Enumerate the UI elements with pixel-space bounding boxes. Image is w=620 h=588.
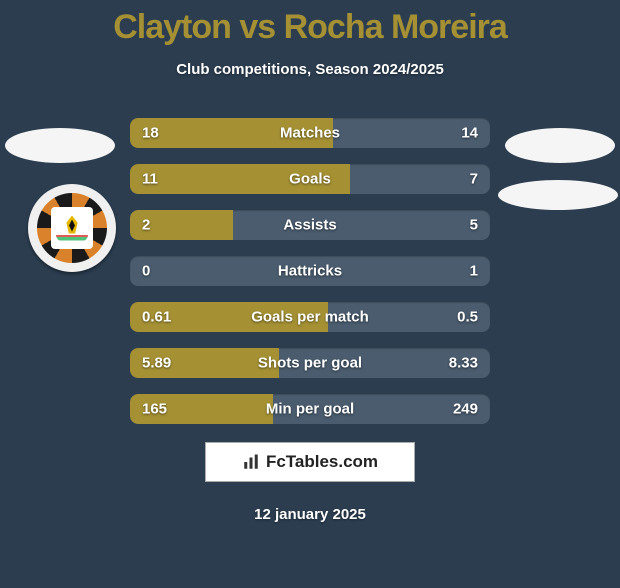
- title-player1: Clayton: [113, 8, 231, 46]
- stat-row: Assists 2 5: [130, 210, 490, 240]
- stat-value-right: 249: [453, 401, 478, 418]
- stat-row: Goals 11 7: [130, 164, 490, 194]
- stat-value-left: 2: [142, 217, 150, 234]
- stat-value-left: 5.89: [142, 355, 171, 372]
- stat-value-right: 14: [461, 125, 478, 142]
- stat-label: Goals: [289, 171, 331, 188]
- stats-container: Matches 18 14 Goals 11 7 Assists 2 5 Hattricks 0 1 G…: [130, 118, 490, 424]
- stat-value-left: 0.61: [142, 309, 171, 326]
- stat-value-right: 0.5: [457, 309, 478, 326]
- right-ellipse-decor-1: [505, 128, 615, 163]
- stat-label: Matches: [280, 125, 340, 142]
- stat-value-left: 0: [142, 263, 150, 280]
- stat-row: Hattricks 0 1: [130, 256, 490, 286]
- footer-attribution: FcTables.com: [205, 442, 415, 482]
- wave-icon: [56, 235, 88, 241]
- stat-value-right: 7: [470, 171, 478, 188]
- footer-text: FcTables.com: [266, 452, 378, 472]
- stat-label: Hattricks: [278, 263, 342, 280]
- stat-value-right: 8.33: [449, 355, 478, 372]
- right-ellipse-decor-2: [498, 180, 618, 210]
- club-badge-stripes: [37, 193, 107, 263]
- stat-value-right: 1: [470, 263, 478, 280]
- stat-value-left: 11: [142, 171, 158, 188]
- club-badge-shield: [51, 207, 93, 249]
- title-vs: vs: [239, 8, 275, 46]
- stat-value-left: 18: [142, 125, 159, 142]
- page-title: Clayton vs Rocha Moreira: [0, 8, 620, 47]
- stat-label: Shots per goal: [258, 355, 362, 372]
- stat-value-right: 5: [470, 217, 478, 234]
- stat-row: Shots per goal 5.89 8.33: [130, 348, 490, 378]
- flame-icon: [64, 216, 80, 234]
- club-badge-left: [28, 184, 116, 272]
- stat-value-left: 165: [142, 401, 167, 418]
- barchart-icon: [242, 453, 260, 471]
- stat-label: Goals per match: [251, 309, 369, 326]
- subtitle: Club competitions, Season 2024/2025: [0, 61, 620, 78]
- stat-row: Matches 18 14: [130, 118, 490, 148]
- stat-row: Min per goal 165 249: [130, 394, 490, 424]
- stat-label: Min per goal: [266, 401, 354, 418]
- stat-label: Assists: [283, 217, 336, 234]
- left-ellipse-decor: [5, 128, 115, 163]
- date-label: 12 january 2025: [0, 506, 620, 523]
- title-player2: Rocha Moreira: [284, 8, 507, 46]
- stat-row: Goals per match 0.61 0.5: [130, 302, 490, 332]
